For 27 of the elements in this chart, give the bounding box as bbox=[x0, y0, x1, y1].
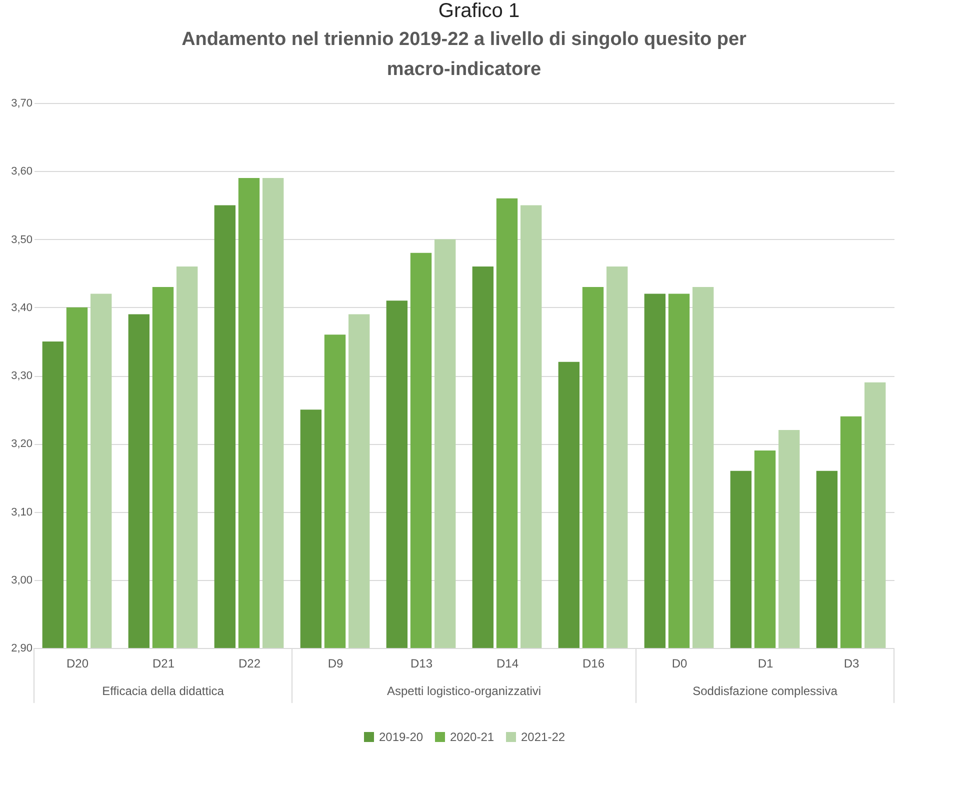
text: Grafico 1 bbox=[437, 0, 521, 22]
y-tick-label: 2,90 bbox=[11, 642, 32, 654]
text: Efficacia della didattica bbox=[102, 684, 224, 698]
text: Aspetti logistico-organizzativi bbox=[386, 684, 542, 698]
y-tick-label: 3,30 bbox=[11, 370, 32, 382]
y-tick-label: 3,70 bbox=[11, 98, 32, 110]
x-tick-label: D14 bbox=[496, 656, 519, 670]
legend-label: 2021-22 bbox=[521, 730, 566, 744]
x-tick-label: D22 bbox=[238, 656, 261, 670]
x-tick-label: D1 bbox=[758, 656, 774, 670]
text: Soddisfazione complessiva bbox=[692, 684, 838, 698]
x-tick-label: D13 bbox=[410, 656, 433, 670]
x-tick-label: D3 bbox=[844, 656, 860, 670]
y-tick-label: 3,10 bbox=[11, 506, 32, 518]
y-tick-label: 3,50 bbox=[11, 234, 32, 246]
x-tick-label: D16 bbox=[582, 656, 605, 670]
y-tick-label: 3,60 bbox=[11, 166, 32, 178]
x-tick-label: D21 bbox=[152, 656, 175, 670]
y-tick-label: 3,20 bbox=[11, 438, 32, 450]
chart-title: Andamento nel triennio 2019-22 a livello di singolo quesito per macro-indicatore bbox=[182, 29, 748, 80]
x-tick-label: D20 bbox=[66, 656, 89, 670]
y-tick-label: 3,40 bbox=[11, 302, 32, 314]
x-tick-label: D9 bbox=[328, 656, 344, 670]
y-tick-label: 3,00 bbox=[11, 574, 32, 586]
legend-label: 2020-21 bbox=[450, 730, 494, 744]
x-tick-label: D0 bbox=[672, 656, 688, 670]
legend-label: 2019-20 bbox=[379, 730, 424, 744]
